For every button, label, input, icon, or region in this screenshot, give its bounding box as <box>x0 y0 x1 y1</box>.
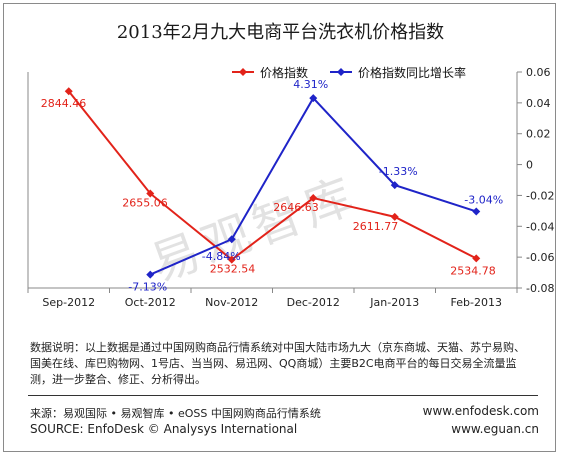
url-enfodesk[interactable]: www.enfodesk.com <box>422 404 539 418</box>
data-label: -3.04% <box>464 193 503 206</box>
data-label: 2844.46 <box>41 97 87 110</box>
legend-label: 价格指数同比增长率 <box>358 65 466 80</box>
y-right-tick-label: -0.04 <box>526 220 554 233</box>
y-right-tick-label: 0.04 <box>526 97 551 110</box>
url-eguan[interactable]: www.eguan.cn <box>451 422 539 436</box>
data-point <box>309 194 318 203</box>
y-right-tick-label: 0.06 <box>526 66 551 79</box>
x-tick-label: Dec-2012 <box>287 296 340 309</box>
x-tick-label: Sep-2012 <box>42 296 95 309</box>
legend-label: 价格指数 <box>260 65 308 80</box>
y-right-tick-label: -0.02 <box>526 189 554 202</box>
data-point <box>146 270 155 279</box>
data-label: 2611.77 <box>353 220 399 233</box>
series-line-0 <box>67 90 477 261</box>
source-cn: 来源：易观国际 • 易观智库 • eOSS 中国网购商品行情系统 <box>30 407 321 420</box>
data-note: 数据说明：以上数据是通过中国网购商品行情系统对中国大陆市场九大（京东商城、天猫、… <box>30 341 525 386</box>
x-tick-label: Jan-2013 <box>369 296 419 309</box>
data-label: 2655.06 <box>122 196 168 209</box>
data-label: 2646.63 <box>273 201 319 214</box>
chart-svg: Sep-2012 Oct-2012 Nov-2012 Dec-2012 Jan-2013… <box>27 65 554 309</box>
divider <box>28 395 538 396</box>
y-right-tick-label: -0.08 <box>526 282 554 295</box>
source-en: SOURCE: EnfoDesk © Analysys Internationa… <box>30 422 298 436</box>
x-tick-label: Feb-2013 <box>451 296 502 309</box>
data-point <box>472 254 481 263</box>
data-label: 4.31% <box>293 78 328 91</box>
data-point <box>390 181 399 190</box>
data-point <box>64 87 73 96</box>
y-right-tick-label: 0 <box>526 159 533 172</box>
data-label: -7.13% <box>128 281 167 294</box>
chart-axes: Sep-2012 Oct-2012 Nov-2012 Dec-2012 Jan-2013… <box>27 66 554 309</box>
legend-swatch-marker <box>337 68 345 76</box>
legend-swatch-marker <box>239 68 247 76</box>
data-point <box>227 235 236 244</box>
chart-legend: 价格指数 价格指数同比增长率 <box>232 65 466 80</box>
data-point <box>227 255 236 264</box>
x-tick-label: Oct-2012 <box>125 296 176 309</box>
data-point <box>309 94 318 103</box>
data-point <box>472 207 481 216</box>
data-point <box>390 212 399 221</box>
chart-marks: 2844.46 2655.06 2532.54 2646.63 2611.77 2534.… <box>41 78 503 294</box>
data-label: 2534.78 <box>450 264 496 277</box>
data-label: 2532.54 <box>210 263 256 276</box>
data-point <box>146 189 155 198</box>
data-label: -1.33% <box>379 165 418 178</box>
x-tick-label: Nov-2012 <box>205 296 258 309</box>
y-right-tick-label: 0.02 <box>526 128 551 141</box>
chart-title: 2013年2月九大电商平台洗衣机价格指数 <box>116 22 445 43</box>
series-line-1 <box>149 96 477 276</box>
y-right-tick-label: -0.06 <box>526 251 554 264</box>
data-label: -4.84% <box>202 250 241 263</box>
chart-frame <box>3 3 556 452</box>
